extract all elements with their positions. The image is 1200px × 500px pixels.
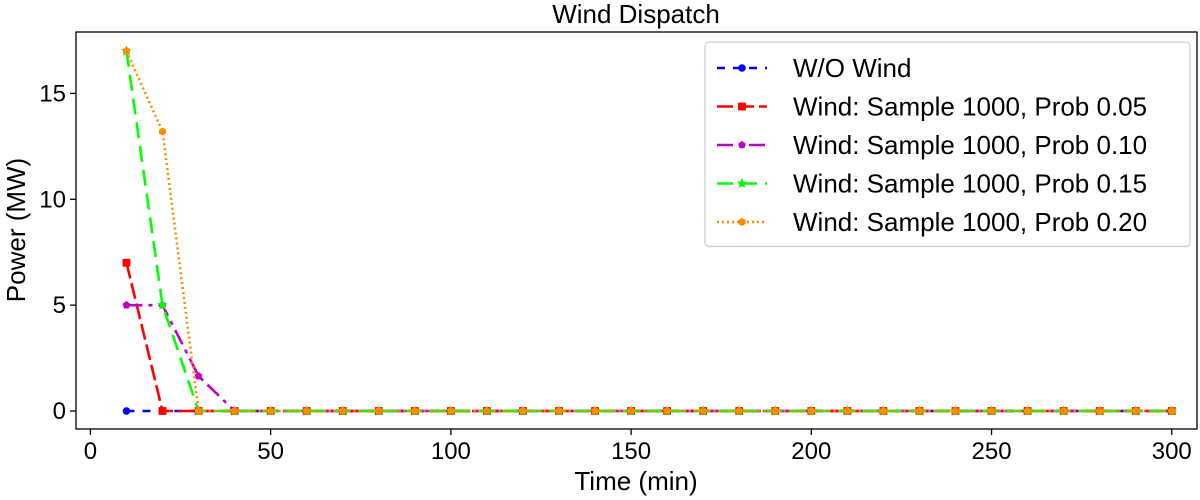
data-point	[879, 406, 887, 416]
series-line	[126, 303, 1172, 413]
legend-marker	[736, 177, 748, 189]
data-point	[447, 406, 455, 416]
data-point	[339, 406, 347, 416]
data-point	[158, 407, 167, 415]
legend-marker	[738, 64, 746, 72]
data-point	[699, 406, 707, 416]
series-wind-sample-1000-prob-0-20	[122, 46, 1176, 416]
legend-label: Wind: Sample 1000, Prob 0.10	[793, 130, 1147, 160]
legend-item: Wind: Sample 1000, Prob 0.15	[717, 169, 1147, 199]
x-tick-label: 100	[431, 438, 471, 465]
series-line	[125, 262, 1172, 413]
data-point	[627, 406, 635, 416]
data-point	[483, 406, 491, 416]
data-point	[122, 407, 131, 415]
legend-item: Wind: Sample 1000, Prob 0.05	[717, 92, 1147, 122]
legend-marker	[738, 102, 746, 111]
data-point	[195, 406, 203, 416]
x-axis: 0 50 100 150 200 250 300	[84, 429, 1192, 465]
x-tick-label: 0	[84, 438, 97, 465]
data-point	[194, 371, 203, 380]
legend-marker	[738, 140, 746, 149]
legend-item: W/O Wind	[717, 53, 911, 83]
data-point	[843, 406, 851, 416]
data-point	[951, 406, 960, 416]
data-point	[1096, 406, 1104, 416]
x-tick-label: 150	[611, 438, 651, 465]
data-point	[735, 406, 743, 416]
data-point	[1132, 406, 1140, 416]
y-tick-label: 5	[53, 292, 66, 319]
data-point	[1060, 406, 1068, 416]
data-point	[591, 406, 599, 416]
x-tick-label: 50	[257, 438, 284, 465]
y-tick-label: 10	[39, 186, 66, 213]
y-axis-title: Power (MW)	[1, 158, 31, 302]
legend-label: W/O Wind	[793, 53, 911, 83]
legend: W/O Wind Wind: Sample 1000, Prob 0.05 Wind…	[704, 41, 1191, 248]
series-layer	[121, 45, 1178, 416]
data-point	[375, 406, 383, 416]
series-line	[125, 50, 1172, 413]
legend-label: Wind: Sample 1000, Prob 0.20	[793, 207, 1147, 237]
data-point	[411, 406, 419, 416]
data-point	[231, 406, 239, 416]
data-point	[1024, 406, 1032, 416]
legend-box	[704, 41, 1191, 248]
series-wind-sample-1000-prob-0-05	[122, 258, 1176, 415]
x-tick-label: 300	[1152, 438, 1192, 465]
data-point	[807, 406, 815, 416]
x-tick-label: 250	[972, 438, 1012, 465]
legend-label: Wind: Sample 1000, Prob 0.15	[793, 169, 1147, 199]
data-point	[122, 258, 131, 267]
data-point	[915, 406, 923, 416]
y-tick-label: 15	[39, 80, 66, 107]
legend-marker	[738, 217, 746, 227]
data-point	[555, 406, 563, 416]
data-point	[158, 127, 167, 136]
data-point	[771, 406, 779, 416]
data-point	[663, 406, 671, 416]
x-axis-title: Time (min)	[574, 466, 697, 496]
y-tick-label: 0	[53, 398, 66, 425]
data-point	[157, 299, 168, 310]
legend-item: Wind: Sample 1000, Prob 0.20	[717, 207, 1147, 237]
data-point	[267, 406, 275, 416]
data-point	[1168, 406, 1176, 416]
plot-area	[75, 31, 1198, 430]
data-point	[303, 406, 311, 416]
chart-title: Wind Dispatch	[552, 0, 720, 29]
legend-label: Wind: Sample 1000, Prob 0.05	[793, 92, 1147, 122]
data-point	[988, 406, 996, 416]
data-point	[122, 46, 130, 56]
data-point	[519, 406, 527, 416]
x-tick-label: 200	[791, 438, 831, 465]
series-wind-sample-1000-prob-0-10	[122, 301, 1176, 415]
legend-item: Wind: Sample 1000, Prob 0.10	[717, 130, 1147, 160]
y-axis: 0 5 10 15	[39, 80, 76, 425]
data-point	[122, 301, 131, 309]
